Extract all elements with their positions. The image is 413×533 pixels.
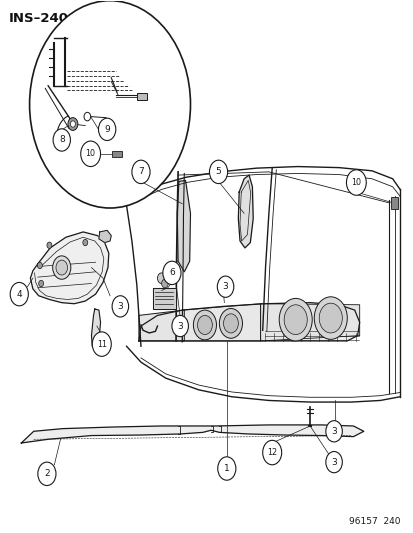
Text: 3: 3	[330, 458, 336, 466]
Text: INS–240A: INS–240A	[9, 12, 79, 26]
Polygon shape	[182, 304, 260, 341]
Circle shape	[98, 118, 116, 141]
Polygon shape	[91, 309, 100, 348]
Circle shape	[56, 260, 67, 275]
Circle shape	[325, 421, 342, 442]
Text: 3: 3	[330, 427, 336, 436]
Circle shape	[162, 261, 180, 285]
Circle shape	[171, 316, 188, 337]
FancyBboxPatch shape	[112, 151, 122, 157]
Circle shape	[132, 160, 150, 183]
Circle shape	[37, 262, 42, 269]
Circle shape	[209, 160, 227, 183]
Text: 7: 7	[138, 167, 143, 176]
Text: 10: 10	[85, 149, 95, 158]
Polygon shape	[30, 232, 109, 304]
Text: 3: 3	[177, 321, 183, 330]
Circle shape	[112, 296, 128, 317]
Circle shape	[47, 242, 52, 248]
Circle shape	[83, 239, 88, 246]
Polygon shape	[152, 288, 176, 309]
Circle shape	[217, 276, 233, 297]
Circle shape	[53, 129, 70, 151]
Text: 1: 1	[223, 464, 229, 473]
Text: 12: 12	[266, 448, 277, 457]
Text: 9: 9	[104, 125, 110, 134]
Circle shape	[70, 121, 75, 127]
Circle shape	[84, 112, 90, 121]
Text: 11: 11	[97, 340, 107, 349]
Text: 96157  240: 96157 240	[349, 517, 400, 526]
Polygon shape	[21, 425, 363, 443]
Circle shape	[52, 256, 71, 279]
Circle shape	[346, 169, 366, 195]
Circle shape	[219, 309, 242, 338]
Text: 4: 4	[17, 289, 22, 298]
Text: 3: 3	[117, 302, 123, 311]
Circle shape	[193, 310, 216, 340]
Circle shape	[157, 273, 165, 284]
Circle shape	[197, 316, 212, 335]
Text: 8: 8	[59, 135, 64, 144]
FancyBboxPatch shape	[390, 197, 397, 209]
Polygon shape	[139, 310, 184, 341]
Circle shape	[278, 298, 311, 341]
Circle shape	[81, 141, 100, 166]
Circle shape	[262, 440, 281, 465]
Circle shape	[313, 297, 347, 340]
Circle shape	[161, 279, 168, 288]
Circle shape	[318, 303, 342, 333]
Text: 5: 5	[215, 167, 221, 176]
Polygon shape	[238, 175, 253, 248]
Polygon shape	[260, 304, 359, 341]
Circle shape	[38, 280, 43, 287]
Polygon shape	[139, 303, 359, 341]
Circle shape	[223, 314, 238, 333]
Polygon shape	[177, 180, 190, 272]
FancyBboxPatch shape	[137, 93, 147, 100]
Text: 2: 2	[44, 470, 50, 478]
Text: 10: 10	[351, 178, 361, 187]
Circle shape	[29, 1, 190, 208]
Circle shape	[325, 451, 342, 473]
Circle shape	[165, 273, 173, 284]
Circle shape	[68, 118, 78, 131]
Text: 3: 3	[222, 282, 228, 291]
Text: 6: 6	[169, 269, 174, 277]
Circle shape	[283, 305, 306, 335]
Circle shape	[10, 282, 28, 306]
Circle shape	[217, 457, 235, 480]
Polygon shape	[99, 230, 111, 243]
Circle shape	[38, 462, 56, 486]
Circle shape	[92, 332, 111, 357]
